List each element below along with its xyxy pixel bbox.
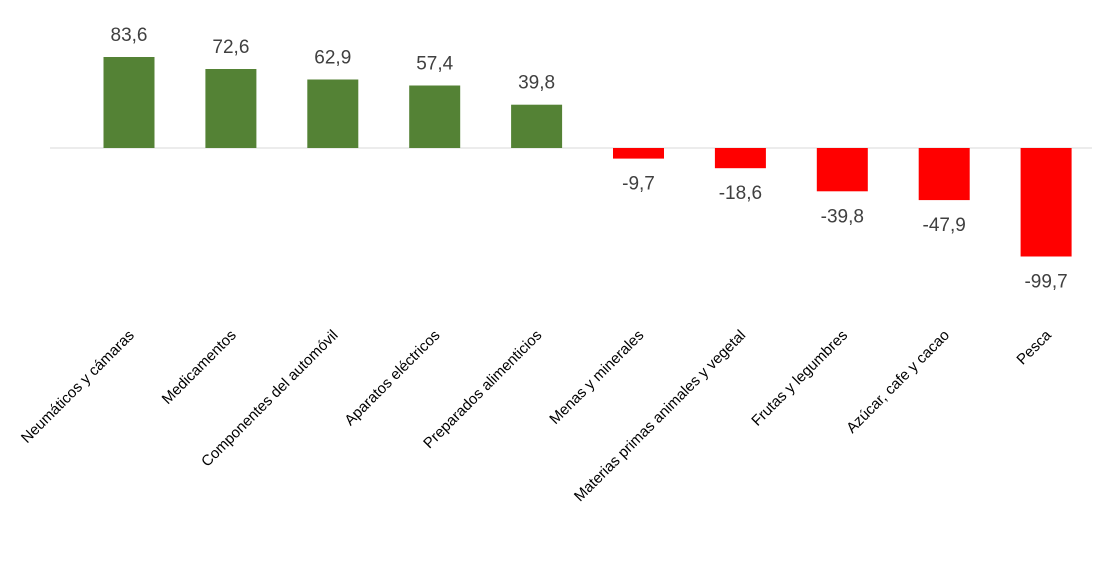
data-label: 57,4	[416, 54, 453, 75]
bar	[816, 148, 868, 192]
category-label: Menas y minerales	[546, 327, 647, 428]
bar	[103, 57, 155, 148]
category-label: Pesca	[1013, 326, 1055, 368]
data-label: -99,7	[1024, 272, 1067, 293]
data-label: -18,6	[719, 183, 762, 204]
bar	[307, 79, 359, 148]
data-label: 39,8	[518, 73, 555, 94]
bar	[205, 69, 257, 148]
data-label: -47,9	[923, 215, 966, 236]
bar	[1020, 148, 1072, 257]
bar	[918, 148, 970, 201]
bar	[511, 104, 563, 148]
bar	[714, 148, 766, 169]
category-label: Aparatos eléctricos	[341, 327, 443, 429]
category-label: Materias primas animales y vegetal	[571, 327, 749, 505]
data-label: 62,9	[314, 48, 351, 69]
data-label: -9,7	[622, 174, 655, 195]
category-label: Neumáticos y cámaras	[18, 327, 138, 447]
category-label: Frutas y legumbres	[748, 327, 851, 430]
category-label: Medicamentos	[159, 327, 240, 408]
data-label: 83,6	[111, 25, 148, 46]
bar	[409, 85, 461, 148]
data-label: 72,6	[212, 37, 249, 58]
bar	[613, 148, 664, 159]
category-label: Preparados alimenticios	[420, 327, 545, 452]
category-label: Azúcar, cafe y cacao	[843, 327, 953, 437]
data-label: -39,8	[821, 206, 864, 227]
